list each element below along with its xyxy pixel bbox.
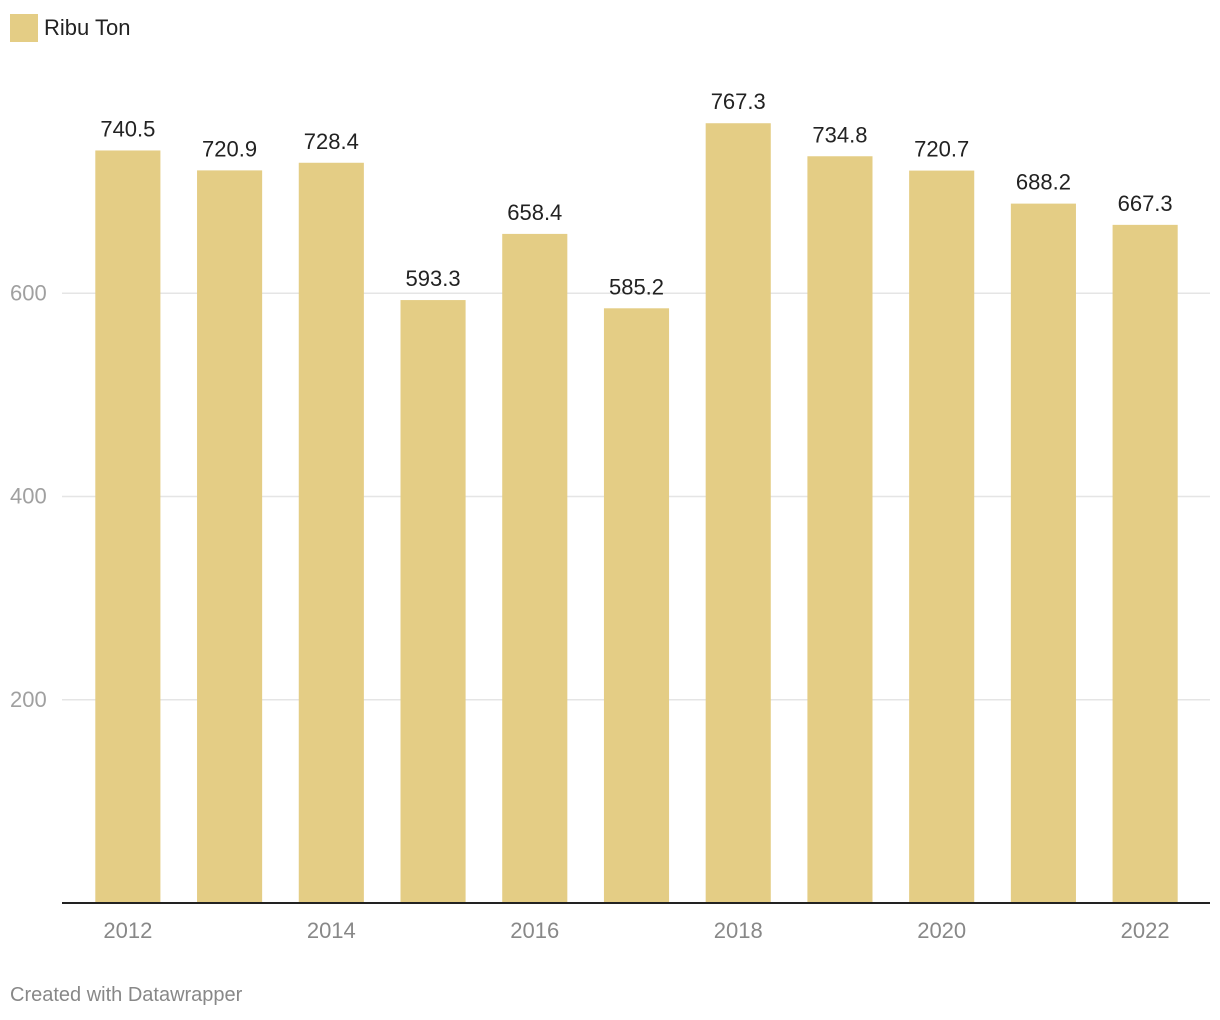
value-label-2019: 734.8 (812, 122, 867, 147)
y-tick-label: 400 (10, 484, 47, 509)
value-label-2015: 593.3 (406, 266, 461, 291)
value-label-2020: 720.7 (914, 137, 969, 162)
legend-label: Ribu Ton (44, 15, 131, 40)
bar-2016 (502, 233, 568, 903)
value-label-2014: 728.4 (304, 129, 359, 154)
legend: Ribu Ton (10, 14, 130, 42)
y-tick-label: 200 (10, 687, 47, 712)
bar-2019 (807, 156, 873, 903)
bar-2017 (603, 308, 670, 903)
bar-2015 (400, 300, 466, 904)
footer-credit: Created with Datawrapper (10, 984, 243, 1006)
legend-swatch (10, 14, 38, 42)
x-tick-label-2014: 2014 (307, 918, 356, 943)
value-label-2018: 767.3 (711, 89, 766, 114)
bar-2013 (197, 170, 263, 903)
x-tick-label-2016: 2016 (510, 918, 559, 943)
value-label-2016: 658.4 (507, 200, 562, 225)
value-label-2013: 720.9 (202, 136, 257, 161)
bar-2012 (95, 150, 161, 904)
value-label-2017: 585.2 (609, 274, 664, 299)
bar-2021 (1010, 203, 1076, 903)
y-tick-label: 600 (10, 280, 47, 305)
bar-2014 (298, 162, 364, 904)
x-tick-label-2012: 2012 (103, 918, 152, 943)
bar-2022 (1112, 224, 1178, 903)
x-tick-label-2018: 2018 (714, 918, 763, 943)
value-label-2021: 688.2 (1016, 170, 1071, 195)
value-label-2022: 667.3 (1118, 191, 1173, 216)
x-tick-label-2020: 2020 (917, 918, 966, 943)
bar-2018 (705, 123, 771, 903)
value-label-2012: 740.5 (100, 116, 155, 141)
x-tick-label-2022: 2022 (1121, 918, 1170, 943)
bar-2020 (909, 170, 975, 903)
